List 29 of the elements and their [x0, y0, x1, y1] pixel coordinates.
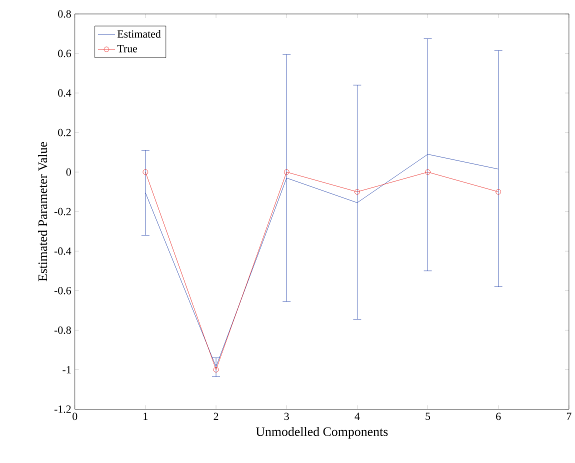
y-tick-label: -0.2	[54, 208, 71, 216]
y-tick-label: 0.6	[58, 50, 72, 58]
point	[213, 366, 219, 372]
x-axis-title: Unmodelled Components	[256, 426, 388, 439]
y-tick-label: 0.2	[58, 128, 71, 136]
x-tick-label: 0	[72, 412, 78, 420]
x-tick-label: 7	[566, 412, 572, 420]
y-tick-label: 0.4	[58, 89, 72, 97]
y-axis-title: Estimated Parameter Value	[38, 142, 48, 282]
x-tick-label: 4	[354, 412, 360, 420]
legend-label: Estimated	[117, 30, 161, 38]
y-tick-label: 0.8	[58, 10, 71, 18]
point	[425, 169, 430, 175]
x-tick-label: 1	[144, 412, 148, 420]
point	[142, 169, 148, 175]
point	[284, 169, 290, 175]
y-tick-label: -1.2	[54, 405, 71, 413]
y-tick-label: -0.8	[54, 326, 71, 334]
x-tick-label: 5	[426, 412, 430, 420]
x-tick-label: 3	[284, 412, 289, 420]
y-tick-label: 0	[66, 168, 71, 176]
y-tick-label: -1	[62, 366, 71, 374]
point	[496, 189, 502, 194]
legend-label: True	[117, 44, 138, 52]
y-tick-label: -0.6	[54, 286, 72, 294]
x-tick-label: 6	[496, 412, 501, 420]
y-tick-label: -0.4	[54, 247, 72, 255]
x-tick-label: 2	[214, 412, 218, 420]
point	[354, 189, 360, 194]
